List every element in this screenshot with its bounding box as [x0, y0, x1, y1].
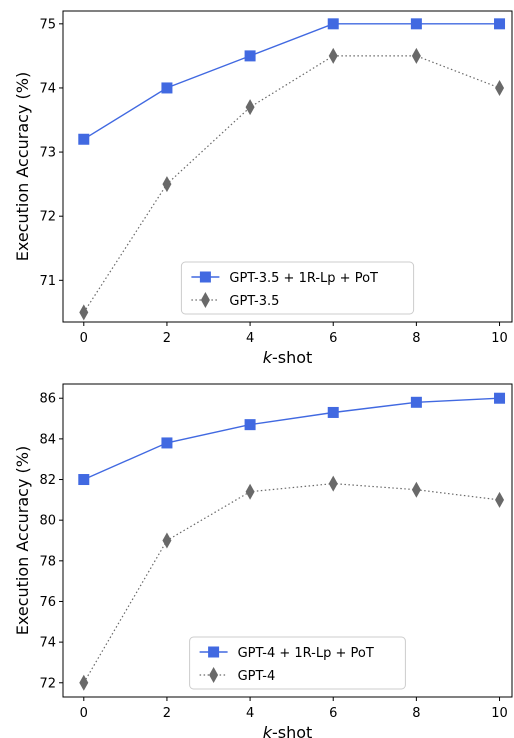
bottom-legend-marker [209, 667, 219, 683]
bottom-legend-label: GPT-4 + 1R-Lp + PoT [238, 646, 374, 661]
bottom-x-axis-label-rest: -shot [272, 723, 312, 738]
top-series-1-point [79, 304, 89, 321]
bottom-series-1-point [245, 483, 255, 500]
bottom-series-1-point [162, 532, 172, 549]
bottom-x-tick-label: 6 [329, 706, 337, 721]
top-series-0-point [410, 18, 422, 30]
top-legend-marker [199, 271, 211, 283]
bottom-x-tick-label: 10 [491, 706, 508, 721]
bottom-series-1 [79, 475, 505, 691]
bottom-legend: GPT-4 + 1R-Lp + PoT GPT-4 [189, 636, 406, 690]
bottom-series-1-point [495, 491, 505, 508]
bottom-legend-box [189, 636, 406, 690]
top-x-tick-label: 0 [80, 331, 88, 346]
top-y-tick-label: 73 [39, 146, 56, 161]
bottom-series-0-line [83, 397, 500, 481]
bottom-y-tick-label: 76 [39, 595, 56, 610]
bottom-y-tick-label: 80 [39, 514, 56, 529]
bottom-series-0-point [161, 437, 173, 449]
bottom-y-tick-label: 86 [39, 392, 56, 407]
top-series-0 [78, 18, 506, 145]
bottom-series-1-line [83, 482, 500, 684]
bottom-series-0-point [327, 406, 339, 418]
bottom-series-0-point [410, 396, 422, 408]
bottom-y-axis-label: Execution Accuracy (%) [13, 446, 32, 635]
top-plot-frame [62, 10, 513, 323]
top-y-tick-label: 75 [39, 17, 56, 32]
top-x-tick-label: 10 [491, 331, 508, 346]
top-legend: GPT-3.5 + 1R-Lp + PoT GPT-3.5 [180, 261, 415, 315]
bottom-plot-frame [62, 383, 513, 698]
bottom-x-tick-label: 4 [246, 706, 254, 721]
top-series-0-line [83, 23, 500, 140]
bottom-series-1-point [79, 674, 89, 691]
top-y-axis-label: Execution Accuracy (%) [13, 72, 32, 261]
bottom-y-tick-label: 78 [39, 554, 56, 569]
bottom-x-axis-label-italic: k [263, 723, 273, 738]
bottom-x-tick-label: 8 [412, 706, 420, 721]
top-series-0-point [161, 82, 173, 94]
top-legend-item-0: GPT-3.5 + 1R-Lp + PoT [191, 271, 378, 286]
top-series-1-point [411, 47, 421, 64]
top-series-0-point [244, 50, 256, 62]
bottom-series-1-point [328, 475, 338, 492]
bottom-y-tick-label: 72 [39, 676, 56, 691]
bottom-y-tick-label: 74 [39, 636, 56, 651]
top-y-tick-label: 72 [39, 210, 56, 225]
bottom-legend-marker [208, 646, 220, 658]
chart-bottom: 0 2 4 6 8 10 72 74 76 78 80 82 84 86 k-shot Execution A… [13, 383, 513, 738]
top-series-0-point [494, 18, 506, 30]
top-legend-label: GPT-3.5 + 1R-Lp + PoT [229, 271, 378, 286]
top-x-tick-label: 2 [163, 331, 171, 346]
top-x-axis-label-rest: -shot [272, 348, 312, 367]
top-legend-item-1: GPT-3.5 [191, 292, 279, 309]
top-y-tick-label: 71 [39, 274, 56, 289]
bottom-series-1-point [411, 481, 421, 498]
top-x-tick-label: 6 [329, 331, 337, 346]
top-series-1-point [328, 47, 338, 64]
bottom-y-tick-label: 82 [39, 473, 56, 488]
bottom-x-tick-label: 2 [163, 706, 171, 721]
bottom-series-0 [78, 392, 506, 486]
bottom-x-axis-label: k-shot [263, 723, 313, 738]
bottom-series-0-point [244, 419, 256, 431]
bottom-series-0-point [78, 474, 90, 486]
top-series-1-point [162, 176, 172, 193]
top-legend-label: GPT-3.5 [229, 294, 279, 309]
bottom-legend-item-0: GPT-4 + 1R-Lp + PoT [199, 646, 374, 661]
top-series-1-point [495, 79, 505, 96]
top-x-axis-label: k-shot [263, 348, 313, 367]
top-legend-marker [200, 292, 210, 308]
bottom-y-tick-label: 84 [39, 432, 56, 447]
bottom-legend-item-1: GPT-4 [199, 667, 276, 684]
top-x-tick-label: 8 [412, 331, 420, 346]
top-y-tick-label: 74 [39, 81, 56, 96]
top-legend-box [180, 261, 415, 315]
bottom-series-0-point [494, 392, 506, 404]
top-series-0-point [327, 18, 339, 30]
top-series-1 [79, 47, 505, 321]
bottom-legend-label: GPT-4 [238, 669, 276, 684]
top-x-axis-label-italic: k [263, 348, 273, 367]
top-series-0-point [78, 133, 90, 145]
top-series-1-point [245, 99, 255, 116]
chart-top: 0 2 4 6 8 10 71 72 73 74 75 k-shot Execution Accurac… [13, 10, 513, 367]
bottom-x-tick-label: 0 [80, 706, 88, 721]
top-x-tick-label: 4 [246, 331, 254, 346]
